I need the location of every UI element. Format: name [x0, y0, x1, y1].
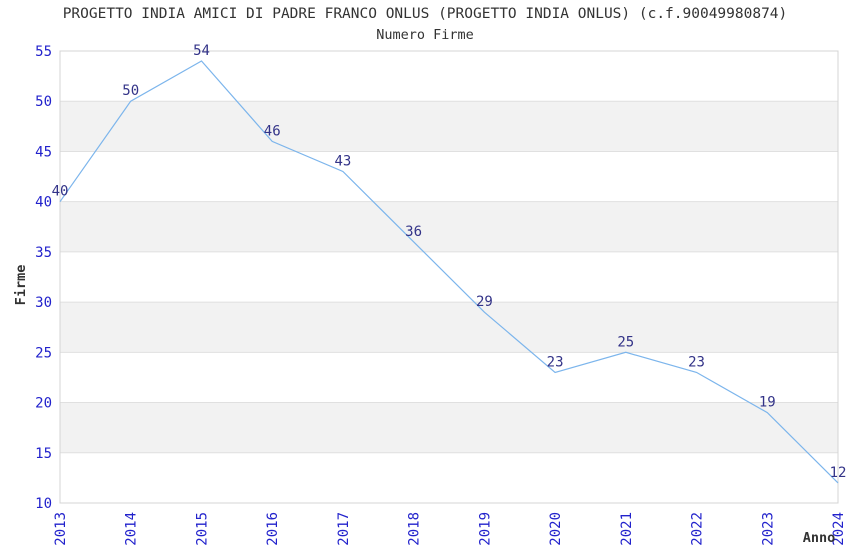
y-tick-label: 15 [35, 446, 52, 462]
data-label: 29 [476, 294, 493, 310]
plot-border [59, 50, 839, 504]
y-tick-label: 10 [35, 496, 52, 512]
data-label: 54 [193, 43, 210, 59]
x-tick-label: 2018 [407, 512, 423, 546]
y-tick-label: 40 [35, 195, 52, 211]
data-label: 19 [759, 395, 776, 411]
data-label: 23 [688, 354, 705, 370]
data-label: 25 [617, 334, 634, 350]
x-tick-label: 2019 [477, 512, 493, 546]
x-tick-label: 2020 [548, 512, 564, 546]
x-tick-label: 2016 [265, 512, 281, 546]
data-label: 12 [830, 465, 847, 481]
data-label: 40 [52, 184, 69, 200]
data-label: 36 [405, 224, 422, 240]
chart-title: PROGETTO INDIA AMICI DI PADRE FRANCO ONL… [62, 6, 788, 22]
plot-band [60, 302, 838, 353]
plot-band [60, 402, 838, 453]
data-label: 23 [547, 354, 564, 370]
y-tick-label: 50 [35, 94, 52, 110]
x-tick-label: 2014 [124, 512, 140, 546]
y-tick-label: 45 [35, 144, 52, 160]
y-tick-label: 25 [35, 345, 52, 361]
plot-band [60, 201, 838, 252]
chart-subtitle: Numero Firme [376, 27, 474, 43]
data-label: 50 [122, 83, 139, 99]
data-label: 46 [264, 123, 281, 139]
y-tick-label: 35 [35, 245, 52, 261]
x-tick-label: 2024 [831, 512, 847, 546]
x-tick-label: 2015 [195, 512, 211, 546]
x-tick-label: 2017 [336, 512, 352, 546]
y-tick-label: 20 [35, 396, 52, 412]
x-tick-label: 2023 [760, 512, 776, 546]
plot-band [60, 101, 838, 152]
y-tick-label: 55 [35, 44, 52, 60]
x-tick-label: 2021 [619, 512, 635, 546]
x-tick-label: 2013 [53, 512, 69, 546]
x-axis-title: Anno [803, 530, 836, 546]
series-line [59, 60, 839, 484]
data-label: 43 [334, 154, 351, 170]
y-tick-label: 30 [35, 295, 52, 311]
x-tick-label: 2022 [690, 512, 706, 546]
y-axis-title: Firme [13, 265, 29, 306]
